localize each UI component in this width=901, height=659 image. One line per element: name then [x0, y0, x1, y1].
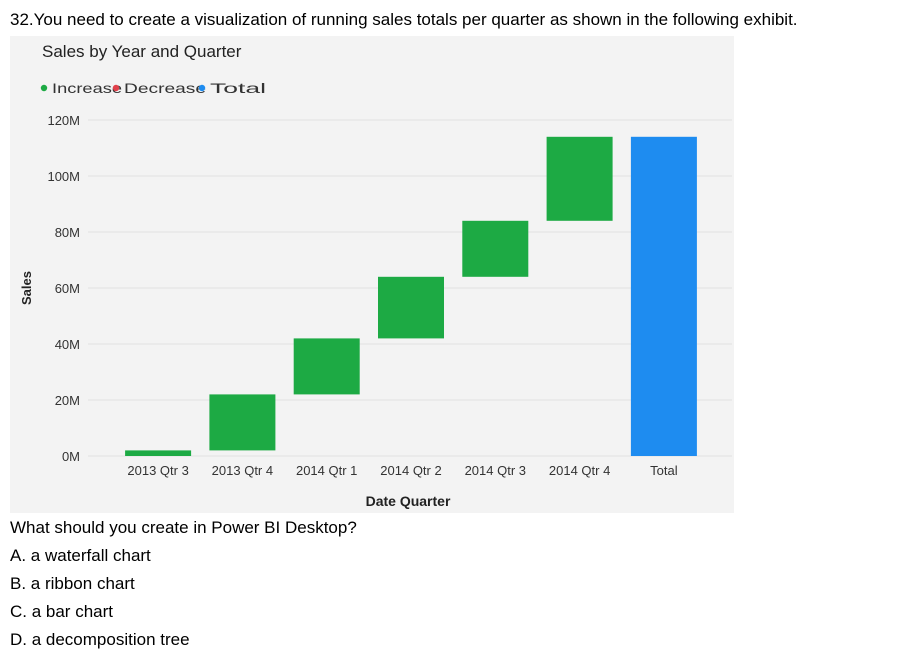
legend-item-decrease: Decrease: [112, 80, 206, 96]
waterfall-chart: Sales by Year and Quarter Increase Decrea…: [19, 42, 732, 509]
bar-2013-qtr-3: [125, 450, 192, 456]
bar-2014-qtr-4: [546, 136, 613, 221]
y-tick-label: 40M: [55, 337, 80, 352]
chart-title: Sales by Year and Quarter: [42, 42, 242, 61]
y-tick-label: 60M: [55, 281, 80, 296]
bar-2014-qtr-3: [462, 220, 529, 277]
x-tick-label: 2014 Qtr 1: [296, 463, 357, 478]
legend-label-increase: Increase: [52, 80, 122, 96]
y-axis-ticks: 0M 20M 40M 60M 80M 100M 120M: [47, 113, 80, 464]
y-tick-label: 100M: [47, 169, 80, 184]
legend-marker-decrease: [112, 84, 120, 92]
x-axis-label: Date Quarter: [366, 493, 451, 509]
followup-question: What should you create in Power BI Deskt…: [10, 518, 357, 537]
option-d: D. a decomposition tree: [10, 630, 190, 649]
answer-options: A. a waterfall chart B. a ribbon chart C…: [10, 546, 190, 658]
legend-item-increase: Increase: [40, 80, 122, 96]
x-tick-label: Total: [650, 463, 678, 478]
legend-marker-increase: [40, 84, 48, 92]
x-tick-label: 2014 Qtr 3: [465, 463, 526, 478]
legend-label-decrease: Decrease: [124, 80, 206, 96]
x-tick-label: 2013 Qtr 3: [127, 463, 188, 478]
y-tick-label: 20M: [55, 393, 80, 408]
y-axis-label: Sales: [19, 271, 34, 305]
bar-2013-qtr-4: [209, 394, 276, 451]
bar-total: [630, 136, 697, 457]
x-tick-label: 2013 Qtr 4: [212, 463, 273, 478]
x-axis-ticks: 2013 Qtr 3 2013 Qtr 4 2014 Qtr 1 2014 Qtr 2…: [127, 463, 677, 478]
y-tick-label: 0M: [62, 449, 80, 464]
bar-2014-qtr-1: [293, 338, 360, 395]
option-a: A. a waterfall chart: [10, 546, 151, 565]
bar-2014-qtr-2: [378, 276, 444, 339]
y-tick-label: 120M: [47, 113, 80, 128]
chart-bars: [125, 136, 697, 457]
x-tick-label: 2014 Qtr 4: [549, 463, 610, 478]
option-c: C. a bar chart: [10, 602, 113, 621]
legend-item-total: Total: [198, 80, 266, 96]
chart-gridlines: [88, 119, 732, 457]
x-tick-label: 2014 Qtr 2: [380, 463, 441, 478]
y-tick-label: 80M: [55, 225, 80, 240]
legend-marker-total: [198, 84, 206, 92]
legend-label-total: Total: [210, 80, 266, 96]
question-text: 32.You need to create a visualization of…: [10, 10, 798, 29]
chart-exhibit: Sales by Year and Quarter Increase Decrea…: [10, 36, 734, 513]
chart-legend: Increase Decrease Total: [40, 80, 266, 96]
option-b: B. a ribbon chart: [10, 574, 135, 593]
